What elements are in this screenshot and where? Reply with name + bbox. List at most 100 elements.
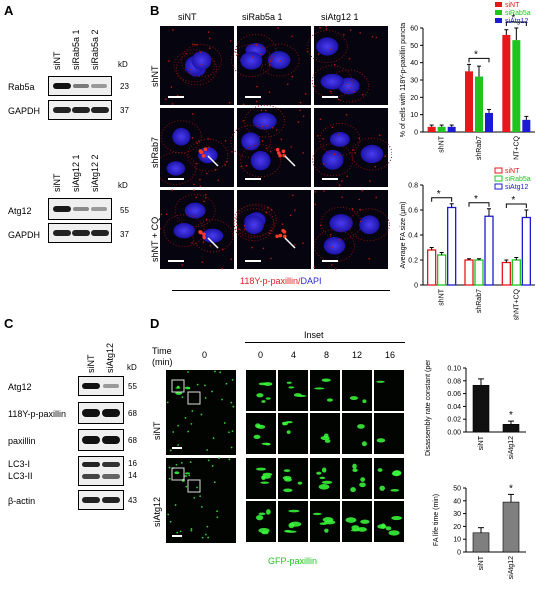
y-tick-label: 0	[414, 283, 418, 290]
puncta	[265, 109, 267, 112]
blot-a2-lane-2: siAtg12 1	[71, 154, 81, 192]
puncta	[346, 83, 349, 86]
cell-outline	[348, 208, 390, 242]
inset-tile	[342, 458, 372, 499]
puncta	[202, 241, 205, 244]
inset-tile	[310, 413, 340, 454]
puncta	[270, 230, 272, 232]
puncta	[330, 264, 333, 266]
cell-outline	[328, 69, 370, 103]
puncta	[236, 224, 238, 227]
puncta	[317, 53, 320, 55]
inset-tile	[374, 501, 404, 542]
nucleus	[320, 73, 344, 90]
panel-d-time-unit: (min)	[152, 357, 173, 367]
blot-c-row-1-label: Atg12	[8, 382, 32, 392]
fa-spot	[258, 512, 266, 516]
puncta	[292, 194, 294, 197]
x-tick-label: shNT+CQ	[513, 135, 520, 160]
panel-d-row-2: siAtg12	[152, 496, 162, 527]
fa-spot	[183, 475, 188, 477]
puncta	[330, 246, 333, 248]
legend-label: siNT	[505, 2, 520, 9]
puncta	[293, 243, 296, 246]
blot-a1-row-1	[48, 76, 112, 96]
puncta	[354, 152, 356, 154]
x-tick-label: shNT	[439, 288, 446, 305]
significance-star: *	[474, 49, 478, 60]
puncta	[191, 242, 193, 244]
inset-box	[171, 379, 185, 393]
fa-spot	[286, 530, 297, 533]
fa-dot	[189, 461, 192, 464]
fa-dot	[213, 481, 216, 484]
fa-dot	[188, 474, 191, 477]
puncta	[165, 213, 168, 215]
blot-c-lane-2: siAtg12	[105, 342, 115, 373]
legend-swatch	[494, 183, 503, 190]
y-tick-label: 30	[453, 511, 461, 518]
fa-dot	[174, 504, 177, 506]
fa-dot	[196, 486, 198, 489]
fa-spot	[319, 476, 326, 480]
fa-spot	[320, 436, 330, 441]
inset-tile	[374, 370, 404, 411]
fa-dot	[168, 466, 171, 469]
inset-time-2: 4	[291, 350, 297, 360]
inset-tile	[310, 370, 340, 411]
puncta	[195, 196, 198, 199]
puncta	[238, 228, 240, 231]
fa-dot	[199, 495, 202, 498]
puncta	[322, 163, 325, 165]
y-tick-label: 0	[414, 130, 418, 137]
cell-outline	[160, 120, 202, 154]
fa-dot	[201, 536, 204, 539]
fa-spot	[324, 528, 329, 533]
bar-siatg12	[502, 501, 520, 553]
puncta	[348, 57, 351, 60]
bar-siatg12	[522, 119, 531, 132]
puncta	[270, 209, 273, 211]
bar-siatg12	[447, 206, 457, 286]
puncta	[299, 109, 301, 112]
puncta	[208, 146, 210, 149]
puncta	[265, 147, 268, 150]
y-tick-label: 10	[453, 537, 461, 544]
fa-dot	[230, 446, 233, 449]
puncta-cluster	[203, 147, 208, 152]
x-tick-label: siAtg12	[508, 436, 515, 459]
puncta	[228, 101, 231, 104]
puncta	[217, 179, 220, 182]
bar-siatg12	[502, 424, 520, 433]
fa-dot	[191, 410, 194, 412]
legend-label: siAtg12	[505, 184, 528, 191]
panel-b-row-3: shNT + CQ	[150, 216, 160, 262]
puncta	[316, 134, 319, 137]
fa-dot	[190, 529, 193, 532]
blot-a1-row-2	[48, 100, 112, 120]
fa-spot	[350, 529, 360, 532]
fa-spot	[261, 475, 266, 481]
puncta	[358, 137, 360, 140]
puncta	[208, 47, 211, 49]
legend-swatch	[494, 167, 503, 174]
fa-dot	[190, 423, 193, 425]
legend-swatch	[495, 2, 502, 7]
fa-spot	[265, 397, 271, 400]
bar-sint	[465, 71, 473, 132]
fa-spot	[288, 386, 295, 389]
puncta	[191, 113, 194, 115]
puncta	[185, 52, 187, 55]
puncta	[371, 35, 374, 38]
y-tick-label: 0.4	[408, 233, 418, 240]
panel-b-image-grid	[160, 26, 392, 270]
fa-dot	[166, 401, 169, 404]
nucleus	[244, 215, 265, 235]
fa-dot	[204, 397, 207, 399]
puncta	[329, 233, 332, 236]
fa-spot	[286, 430, 291, 434]
y-tick-label: 0.10	[447, 366, 461, 373]
puncta	[231, 151, 233, 153]
panel-b-row-1: shNT	[150, 65, 160, 87]
fa-dot	[204, 384, 206, 387]
